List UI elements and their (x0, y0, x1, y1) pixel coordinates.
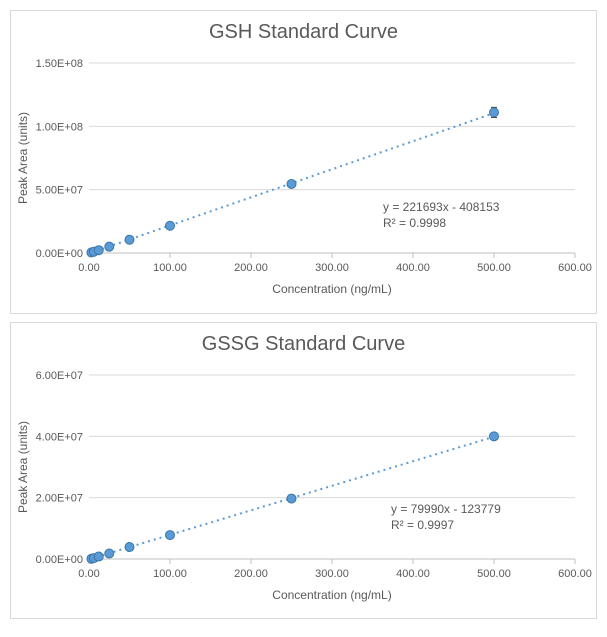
chart-panel-gssg: GSSG Standard Curve 0.00E+00 2.00E+07 4.00E… (10, 322, 597, 619)
xtick-label: 300.00 (315, 568, 349, 580)
ytick-label: 1.00E+08 (36, 121, 83, 133)
data-point (105, 549, 114, 558)
equation-text: y = 221693x - 408153 (383, 200, 500, 214)
data-point (490, 432, 499, 441)
ytick-label: 2.00E+07 (36, 493, 83, 505)
xtick-label: 600.00 (558, 568, 592, 580)
xtick-label: 300.00 (315, 262, 349, 274)
ytick-label: 5.00E+07 (36, 185, 83, 197)
equation-text: y = 79990x - 123779 (391, 502, 501, 516)
xtick-label: 600.00 (558, 262, 592, 274)
y-axis-label: Peak Area (units) (16, 421, 30, 513)
data-point (94, 246, 103, 255)
plot-svg: 0.00E+00 5.00E+07 1.00E+08 1.50E+08 0.00 100.… (11, 51, 598, 315)
y-axis-label: Peak Area (units) (16, 112, 30, 204)
data-point (287, 494, 296, 503)
xtick-label: 100.00 (153, 568, 187, 580)
xtick-label: 200.00 (234, 262, 268, 274)
ytick-label: 6.00E+07 (36, 370, 83, 382)
xtick-label: 0.00 (78, 262, 99, 274)
x-axis-label: Concentration (ng/mL) (272, 282, 391, 296)
plot-svg: 0.00E+00 2.00E+07 4.00E+07 6.00E+07 0.00 100.… (11, 363, 598, 620)
x-axis-label: Concentration (ng/mL) (272, 588, 391, 602)
r-squared-text: R² = 0.9997 (391, 518, 454, 532)
ytick-label: 0.00E+00 (36, 554, 83, 566)
xtick-label: 100.00 (153, 262, 187, 274)
data-point (166, 221, 175, 230)
xtick-label: 400.00 (396, 262, 430, 274)
chart-title: GSH Standard Curve (11, 11, 596, 44)
ytick-label: 1.50E+08 (36, 58, 83, 70)
data-point (105, 242, 114, 251)
data-point (125, 235, 134, 244)
xtick-label: 500.00 (477, 262, 511, 274)
xtick-label: 500.00 (477, 568, 511, 580)
data-point (94, 552, 103, 561)
data-point (125, 543, 134, 552)
r-squared-text: R² = 0.9998 (383, 216, 446, 230)
ytick-label: 4.00E+07 (36, 431, 83, 443)
data-point (166, 531, 175, 540)
chart-title: GSSG Standard Curve (11, 323, 596, 356)
data-point (490, 108, 499, 117)
chart-panel-gsh: GSH Standard Curve 0.00E+00 5.00E+07 1.00E+… (10, 10, 597, 314)
xtick-label: 400.00 (396, 568, 430, 580)
xtick-label: 0.00 (78, 568, 99, 580)
ytick-label: 0.00E+00 (36, 248, 83, 260)
xtick-label: 200.00 (234, 568, 268, 580)
data-point (287, 179, 296, 188)
